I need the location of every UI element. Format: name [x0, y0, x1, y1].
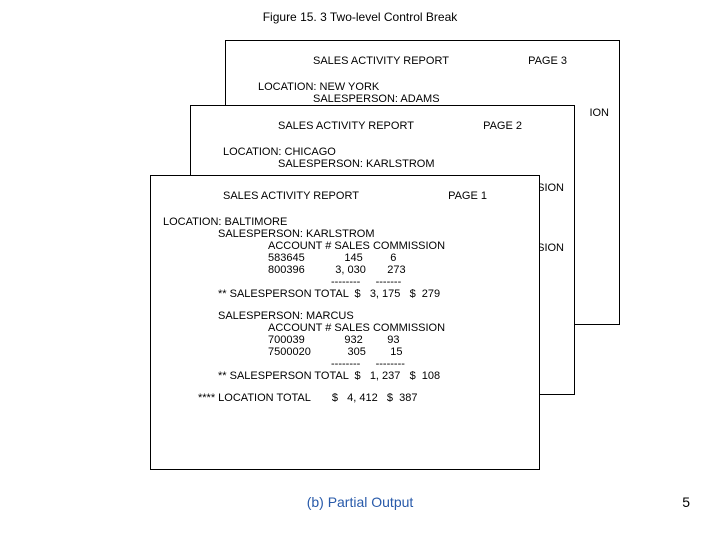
dashes-row: -------- -------: [218, 276, 527, 288]
salesperson-name-2: SALESPERSON: MARCUS: [218, 310, 527, 322]
commission-peek-3: ION: [589, 107, 614, 119]
report-title: SALES ACTIVITY REPORT: [223, 190, 359, 202]
location-line-2: LOCATION: CHICAGO: [203, 138, 562, 158]
report-title: SALES ACTIVITY REPORT: [313, 55, 449, 67]
location-total: **** LOCATION TOTAL $ 4, 412 $ 387: [163, 392, 527, 404]
report-page-1: SALES ACTIVITY REPORT PAGE 1 LOCATION: B…: [150, 175, 540, 470]
salesperson-line-2: SALESPERSON: KARLSTROM: [203, 158, 562, 170]
caption: (b) Partial Output: [0, 494, 720, 510]
page-label-2: PAGE 2: [483, 120, 522, 132]
data-row: 7500020 305 15: [218, 346, 527, 358]
salesperson-section-1: SALESPERSON: KARLSTROM ACCOUNT # SALES C…: [163, 228, 527, 300]
data-row: 800396 3, 030 273: [218, 264, 527, 276]
salesperson-name-1: SALESPERSON: KARLSTROM: [218, 228, 527, 240]
report-title: SALES ACTIVITY REPORT: [278, 120, 414, 132]
page-label-3: PAGE 3: [528, 55, 567, 67]
figure-title: Figure 15. 3 Two-level Control Break: [0, 10, 720, 24]
data-row: 700039 932 93: [218, 334, 527, 346]
column-header-1: ACCOUNT # SALES COMMISSION: [218, 240, 527, 252]
dashes-row: -------- --------: [218, 358, 527, 370]
data-row: 583645 145 6: [218, 252, 527, 264]
location-line-1: LOCATION: BALTIMORE: [163, 208, 527, 228]
page-label-1: PAGE 1: [448, 190, 487, 202]
salesperson-total-1: ** SALESPERSON TOTAL $ 3, 175 $ 279: [218, 288, 527, 300]
salesperson-total-2: ** SALESPERSON TOTAL $ 1, 237 $ 108: [218, 370, 527, 382]
location-line-3: LOCATION: NEW YORK: [238, 73, 607, 93]
column-header-2: ACCOUNT # SALES COMMISSION: [218, 322, 527, 334]
salesperson-section-2: SALESPERSON: MARCUS ACCOUNT # SALES COMM…: [163, 310, 527, 382]
slide-page-number: 5: [682, 494, 690, 510]
salesperson-line-3: SALESPERSON: ADAMS: [238, 93, 607, 105]
